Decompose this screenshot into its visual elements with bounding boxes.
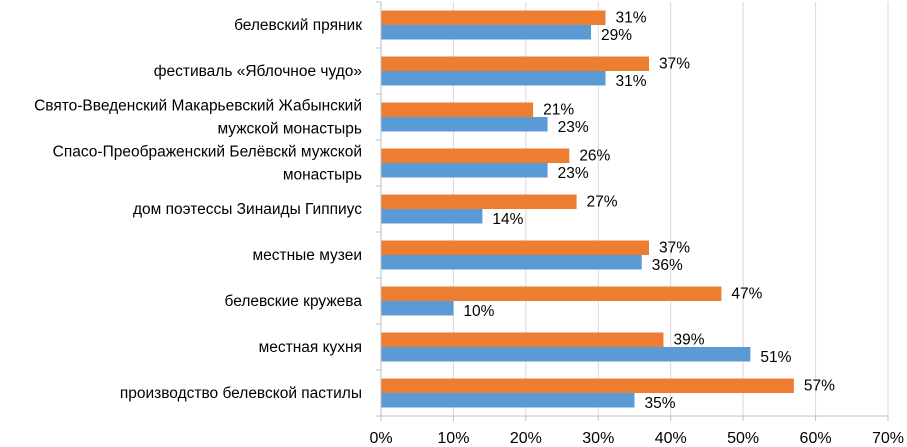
data-label-orange: 21%: [543, 102, 574, 119]
data-label-blue: 23%: [558, 165, 589, 182]
data-label-orange: 31%: [616, 10, 647, 27]
category-label: мужской монастырь: [217, 121, 362, 138]
category-label: дом поэтессы Зинаиды Гиппиус: [133, 201, 362, 218]
category-label: Свято-Введенский Макарьевский Жабынский: [34, 98, 362, 115]
category-label: производство белевской пастилы: [120, 385, 362, 402]
bar-orange: [381, 332, 664, 347]
data-label-blue: 10%: [463, 303, 494, 320]
data-label-orange: 37%: [659, 56, 690, 73]
data-label-orange: 27%: [587, 194, 618, 211]
bars: [381, 10, 794, 408]
bar-orange: [381, 10, 606, 25]
bar-blue: [381, 393, 635, 408]
bar-orange: [381, 286, 722, 301]
bar-orange: [381, 148, 570, 163]
bar-blue: [381, 25, 592, 40]
bar-orange: [381, 240, 649, 255]
data-label-blue: 35%: [645, 395, 676, 412]
axes: [376, 1, 889, 421]
x-tick-label: 30%: [582, 430, 614, 447]
bar-orange: [381, 102, 534, 117]
labels: 0% 10% 20% 30% 40% 50% 60% 70%31%29%белевский п…: [34, 10, 904, 447]
bar-blue: [381, 163, 548, 178]
category-label: местная кухня: [259, 339, 362, 356]
x-tick-label: 10%: [437, 430, 469, 447]
bar-blue: [381, 209, 483, 224]
x-tick-label: 50%: [727, 430, 759, 447]
data-label-orange: 47%: [731, 286, 762, 303]
data-label-orange: 37%: [659, 240, 690, 257]
data-label-orange: 57%: [804, 378, 835, 395]
data-label-blue: 14%: [492, 211, 523, 228]
x-tick-label: 70%: [872, 430, 904, 447]
category-label: монастырь: [283, 167, 362, 184]
data-label-blue: 36%: [652, 257, 683, 274]
data-label-orange: 26%: [579, 148, 610, 165]
bar-blue: [381, 255, 642, 270]
data-label-blue: 29%: [601, 27, 632, 44]
bar-blue: [381, 301, 454, 316]
data-label-blue: 31%: [616, 73, 647, 90]
bar-blue: [381, 347, 751, 362]
category-label: Спасо-Преображенский Белёвскй мужской: [53, 144, 362, 161]
bar-orange: [381, 194, 577, 209]
data-label-orange: 39%: [673, 332, 704, 349]
category-label: белевские кружева: [225, 293, 363, 310]
x-tick-label: 60%: [800, 430, 832, 447]
category-label: местные музеи: [252, 247, 362, 264]
bar-blue: [381, 117, 548, 132]
category-label: фестиваль «Яблочное чудо»: [154, 63, 362, 80]
data-label-blue: 51%: [760, 349, 791, 366]
bar-blue: [381, 71, 606, 86]
bar-orange: [381, 56, 649, 71]
category-label: белевский пряник: [234, 17, 362, 34]
data-label-blue: 23%: [558, 119, 589, 136]
x-tick-label: 40%: [655, 430, 687, 447]
x-tick-label: 20%: [510, 430, 542, 447]
bar-orange: [381, 378, 794, 393]
x-tick-label: 0%: [369, 430, 392, 447]
